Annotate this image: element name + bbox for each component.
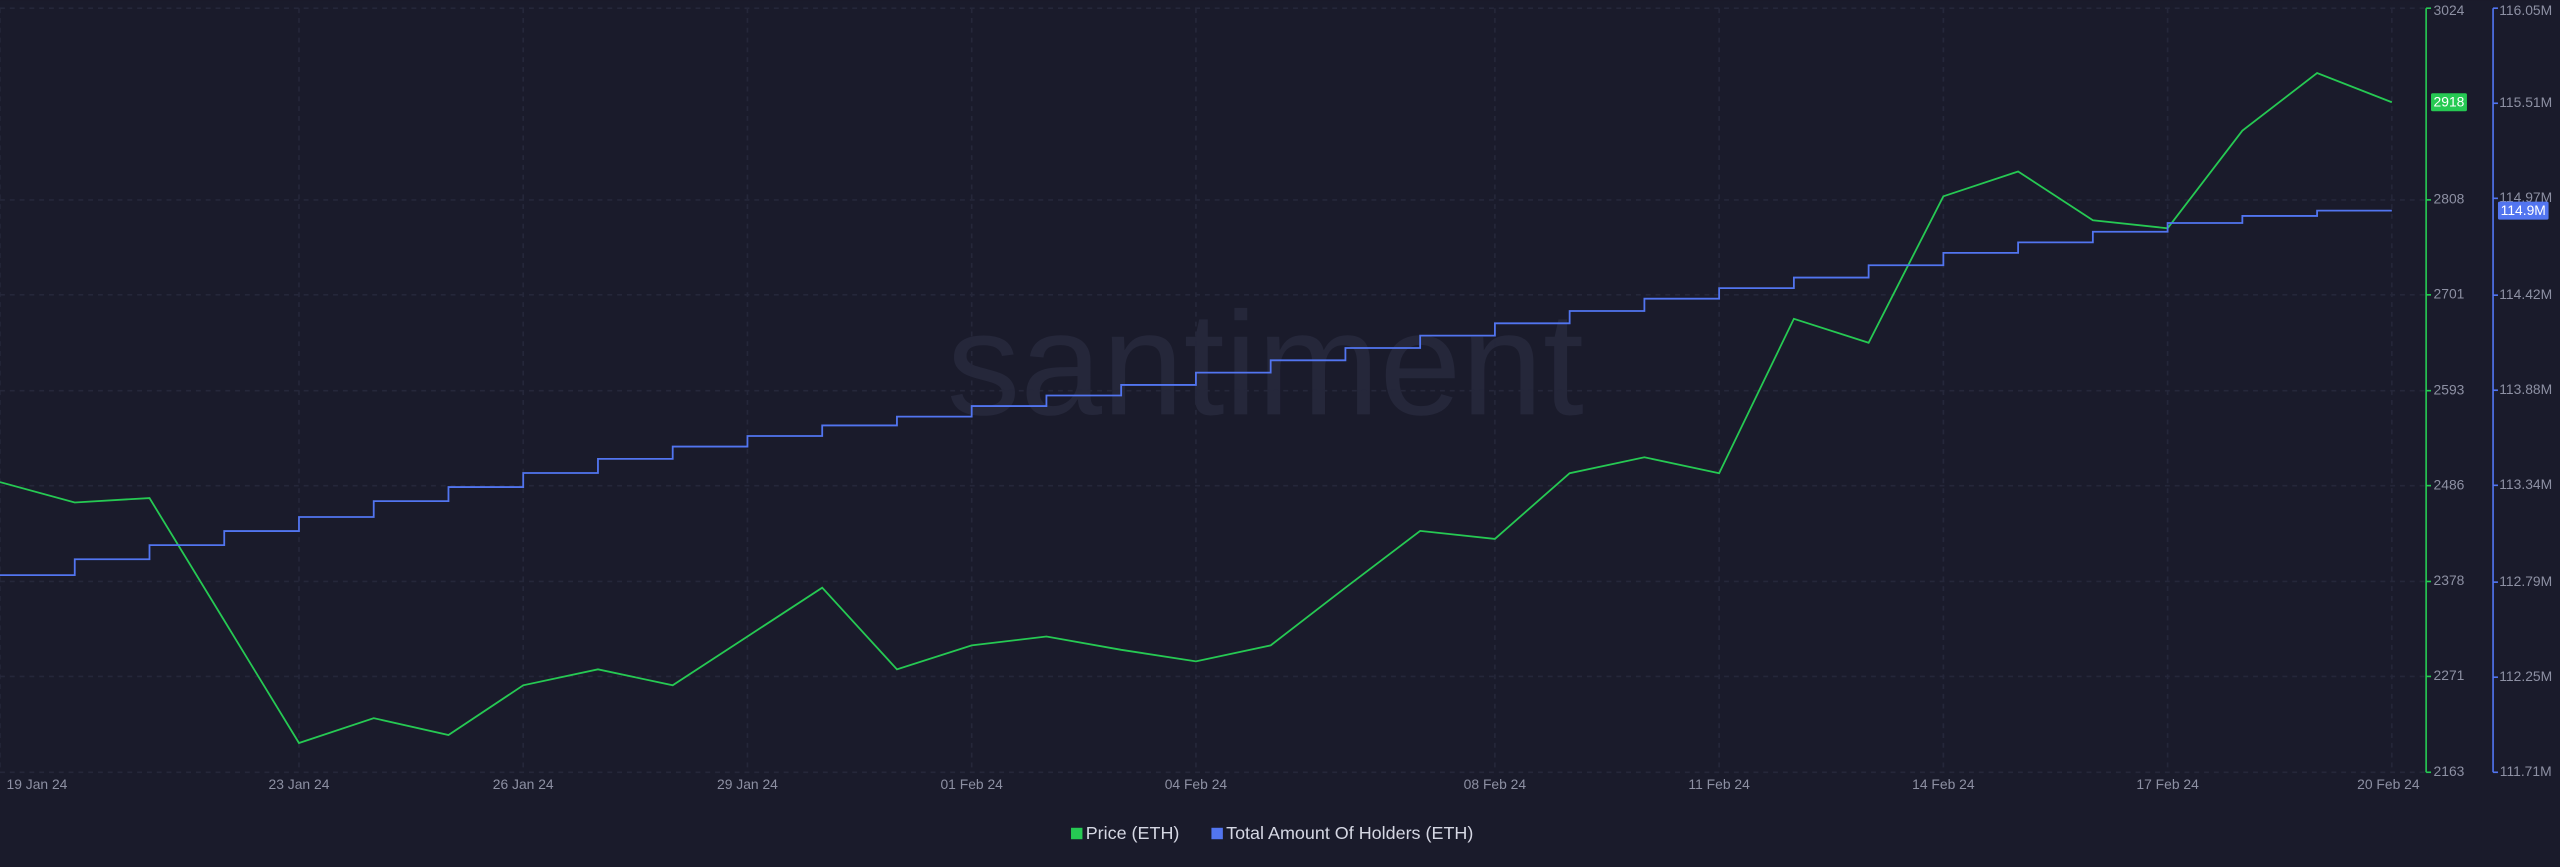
x-tick-label: 08 Feb 24 [1464, 776, 1527, 792]
x-tick-label: 14 Feb 24 [1912, 776, 1975, 792]
y-tick-label: 2271 [2434, 667, 2465, 683]
y2-tick-label: 113.34M [2499, 476, 2552, 492]
y2-tick-label: 113.88M [2499, 381, 2552, 397]
y-tick-label: 2378 [2434, 572, 2465, 588]
x-tick-label: 19 Jan 24 [7, 776, 68, 792]
watermark: santiment [947, 282, 1584, 446]
legend-swatch [1071, 827, 1083, 840]
value-badge [2431, 93, 2467, 112]
y-tick-label: 2808 [2434, 191, 2465, 207]
y2-tick-label: 114.42M [2499, 286, 2552, 302]
x-tick-label: 04 Feb 24 [1165, 776, 1228, 792]
y-tick-label: 2593 [2434, 381, 2465, 397]
legend-label: Price (ETH) [1086, 823, 1180, 843]
x-tick-label: 23 Jan 24 [269, 776, 330, 792]
y-tick-label: 2701 [2434, 285, 2465, 301]
x-tick-label: 01 Feb 24 [940, 776, 1003, 792]
y2-tick-label: 111.71M [2500, 763, 2552, 779]
x-tick-label: 29 Jan 24 [717, 776, 778, 792]
x-tick-label: 26 Jan 24 [493, 776, 554, 792]
y-tick-label: 3024 [2434, 2, 2465, 18]
y2-tick-label: 116.05M [2499, 2, 2552, 18]
legend-label: Total Amount Of Holders (ETH) [1226, 823, 1473, 843]
series-line [0, 71, 2393, 745]
y2-tick-label: 115.51M [2499, 94, 2552, 110]
value-label: 114.9M [2501, 202, 2546, 218]
value-badge [2497, 201, 2549, 220]
x-tick-label: 17 Feb 24 [2136, 776, 2199, 792]
value-label: 2918 [2434, 94, 2465, 110]
y2-tick-label: 112.25M [2499, 668, 2552, 684]
legend-swatch [1211, 827, 1223, 840]
series-line [0, 209, 2392, 576]
y-tick-label: 2486 [2434, 476, 2465, 492]
y2-tick-label: 114.97M [2499, 189, 2552, 205]
x-tick-label: 11 Feb 24 [1688, 776, 1750, 792]
x-tick-label: 20 Feb 24 [2357, 776, 2420, 792]
y-tick-label: 2163 [2434, 763, 2465, 779]
y2-tick-label: 112.79M [2499, 573, 2552, 589]
